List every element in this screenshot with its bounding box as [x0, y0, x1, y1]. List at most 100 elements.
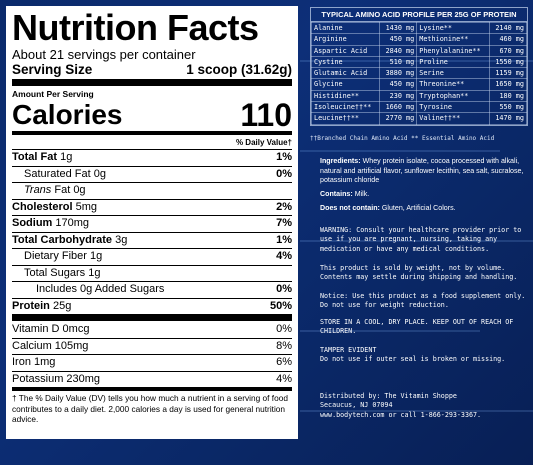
notice-text: Notice: Use this product as a food suppl…	[320, 292, 526, 310]
amino-name: Phenylalanine**	[416, 44, 491, 57]
nutrient-name: Dietary Fiber	[24, 250, 87, 262]
nutrient-name: Cholesterol	[12, 200, 73, 213]
does-not-contain-label: Does not contain:	[320, 204, 380, 212]
weight-text: This product is sold by weight, not by v…	[320, 264, 518, 282]
amino-value: 670 mg	[489, 44, 527, 57]
amino-value: 1660 mg	[379, 101, 418, 114]
amino-row: Glycine 450 mg Threonine** 1650 mg	[310, 78, 527, 91]
vitamin-name: Potassium 230mg	[12, 372, 101, 385]
background-streak	[300, 240, 533, 242]
nutrient-row-added-sugars: Includes 0g Added Sugars 0%	[12, 281, 292, 298]
amino-value: 2840 mg	[379, 44, 418, 57]
nutrient-pct: 1%	[276, 151, 292, 163]
vitamin-row: Calcium 105mg 8%	[12, 337, 292, 355]
amount-per-serving: Amount Per Serving	[12, 89, 94, 99]
does-not-contain-value: Gluten, Artificial Colors.	[379, 204, 456, 212]
nutrient-name: Total Sugars	[24, 266, 86, 279]
vitamin-pct: 8%	[276, 339, 292, 352]
daily-value-footnote: † The % Daily Value (DV) tells you how m…	[12, 387, 292, 425]
amino-row: Leucine††** 2770 mg Valine††** 1470 mg	[310, 112, 527, 125]
nutrient-name: Includes 0g Added Sugars	[36, 283, 165, 295]
amino-value: 180 mg	[489, 89, 527, 103]
nutrient-pct: 1%	[276, 233, 292, 246]
amino-name: Aspartic Acid	[310, 44, 381, 57]
amino-value: 1430 mg	[379, 21, 418, 35]
calories-row: Calories 110	[12, 97, 292, 133]
nutrient-amount: 1g	[86, 250, 103, 262]
nutrient-row-trans-fat: Trans Fat 0g	[12, 182, 292, 199]
servings-per-container: About 21 servings per container	[12, 47, 196, 62]
amino-value: 3880 mg	[379, 67, 418, 80]
amino-row: Alanine 1430 mg Lysine** 2140 mg	[310, 21, 527, 35]
nutrient-pct: 2%	[276, 200, 292, 213]
storage-text: STORE IN A COOL, DRY PLACE. KEEP OUT OF …	[320, 318, 514, 336]
vitamin-row: Vitamin D 0mcg 0%	[12, 322, 292, 338]
distributor-text: Distributed by: The Vitamin Shoppe Secau…	[320, 392, 482, 419]
amino-value: 450 mg	[379, 78, 418, 91]
nutrient-name: Saturated Fat	[24, 167, 91, 180]
nutrition-facts-panel: Nutrition Facts About 21 servings per co…	[6, 6, 298, 439]
tamper-text: TAMPER EVIDENT Do not use if outer seal …	[320, 346, 506, 364]
amino-name: Threonine**	[416, 78, 491, 91]
amino-name: Valine††**	[416, 112, 491, 125]
nutrient-name: Sodium	[12, 217, 53, 229]
vitamin-row: Iron 1mg 6%	[12, 354, 292, 371]
amino-name: Lysine**	[416, 21, 491, 35]
ingredients-text: Ingredients: Whey protein isolate, cocoa…	[320, 157, 530, 186]
divider	[12, 79, 292, 86]
amino-row: Histidine** 230 mg Tryptophan** 180 mg	[310, 89, 527, 103]
nutrient-pct: 0%	[276, 167, 292, 180]
nutrient-pct: 4%	[276, 250, 292, 262]
background-streak	[300, 150, 500, 152]
nutrient-row-dietary-fiber: Dietary Fiber 1g 4%	[12, 248, 292, 265]
amino-name: Isoleucine††**	[310, 101, 381, 114]
amino-value: 230 mg	[379, 89, 418, 103]
amino-name: Methionine**	[416, 33, 491, 46]
amino-row: Arginine 450 mg Methionine** 460 mg	[310, 33, 527, 46]
contains-text: Contains: Milk.	[320, 190, 530, 200]
nutrient-row-total-sugars: Total Sugars 1g	[12, 264, 292, 282]
calories-value: 110	[240, 97, 292, 133]
nutrient-row-sodium: Sodium 170mg 7%	[12, 215, 292, 232]
divider	[12, 131, 292, 135]
nutrient-row-total-carbohydrate: Total Carbohydrate 3g 1%	[12, 231, 292, 249]
amino-name: Tyrosine	[416, 101, 491, 114]
nutrient-row-protein: Protein 25g 50%	[12, 297, 292, 315]
amino-value: 510 mg	[379, 55, 418, 69]
amino-name: Tryptophan**	[416, 89, 491, 103]
nutrient-row-saturated-fat: Saturated Fat 0g 0%	[12, 165, 292, 183]
amino-name: Arginine	[310, 33, 381, 46]
vitamin-pct: 0%	[276, 323, 292, 335]
nutrient-name: Trans	[24, 184, 52, 196]
amino-name: Serine	[416, 67, 491, 80]
nutrient-name: Protein	[12, 299, 50, 312]
nutrient-amount: Fat 0g	[51, 184, 86, 196]
nutrient-amount: 0g	[90, 167, 106, 180]
vitamin-pct: 4%	[276, 372, 292, 385]
vitamin-name: Calcium 105mg	[12, 339, 89, 352]
amino-name: Proline	[416, 55, 491, 69]
amino-name: Alanine	[310, 21, 381, 35]
amino-value: 1550 mg	[489, 55, 527, 69]
nutrient-amount: 170mg	[52, 217, 90, 229]
amino-grid: Alanine 1430 mg Lysine** 2140 mg Arginine 450…	[310, 21, 527, 125]
nutrient-amount: 25g	[49, 299, 72, 312]
amino-name: Glycine	[310, 78, 381, 91]
nutrient-amount: 5mg	[72, 200, 97, 213]
nutrient-name: Total Carbohydrate	[12, 233, 113, 246]
warning-text: WARNING: Consult your healthcare provide…	[320, 226, 522, 253]
divider	[12, 314, 292, 321]
vitamin-pct: 6%	[276, 356, 292, 368]
contains-value: Milk.	[352, 190, 370, 198]
amino-name: Leucine††**	[310, 112, 381, 125]
amino-legend: ††Branched Chain Amino Acid ** Essential…	[310, 135, 495, 142]
amino-value: 450 mg	[379, 33, 418, 46]
calories-label: Calories	[12, 99, 123, 130]
amino-name: Glutamic Acid	[310, 67, 381, 80]
serving-size-value: 1 scoop (31.62g)	[186, 62, 292, 77]
vitamin-name: Iron 1mg	[12, 356, 56, 368]
amino-value: 1470 mg	[489, 112, 527, 125]
nutrition-title: Nutrition Facts	[12, 7, 259, 48]
amino-row: Glutamic Acid 3880 mg Serine 1159 mg	[310, 67, 527, 80]
background-streak	[300, 330, 480, 332]
